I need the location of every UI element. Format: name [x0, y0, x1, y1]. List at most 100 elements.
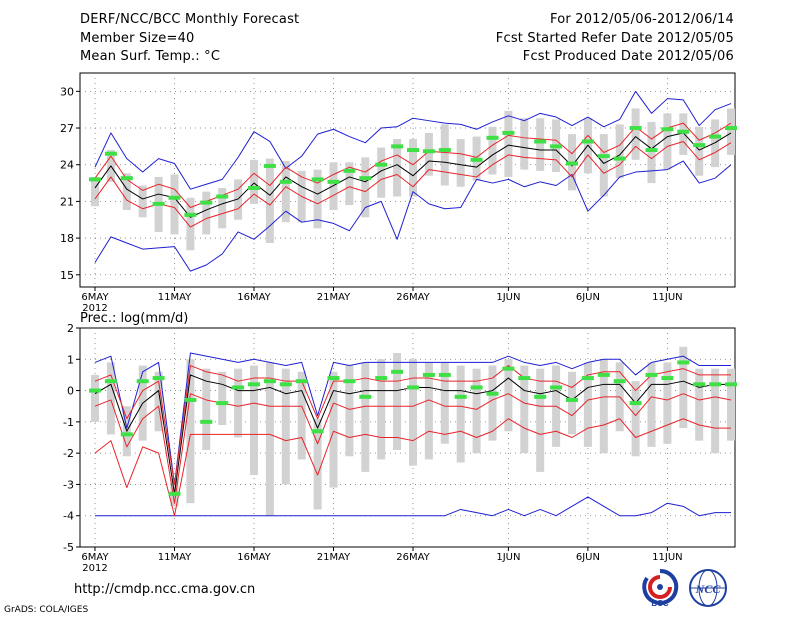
temperature-spread-box: [138, 185, 147, 218]
precipitation-observed-marker: [375, 376, 388, 381]
source-url[interactable]: http://cmdp.ncc.cma.gov.cn: [74, 582, 256, 597]
precipitation-spread-box: [297, 371, 306, 460]
temperature-ytick-label: 30: [60, 85, 74, 98]
temperature-observed-marker: [566, 161, 578, 166]
temperature-spread-box: [679, 113, 688, 155]
temperature-spread-box: [265, 158, 274, 243]
temperature-spread-box: [727, 108, 735, 155]
precipitation-observed-marker: [200, 419, 213, 424]
precipitation-ytick-label: -5: [63, 541, 74, 554]
temperature-frame: [79, 72, 736, 288]
temperature-spread-box: [329, 162, 338, 210]
temperature-spread-box: [409, 139, 417, 197]
svg-text:NCC: NCC: [695, 582, 722, 596]
precipitation-observed-marker: [661, 376, 674, 381]
temperature-observed-marker: [104, 151, 117, 156]
precipitation-spread-box: [679, 346, 688, 429]
precipitation-observed-marker: [216, 401, 229, 406]
temperature-observed-marker: [550, 144, 563, 149]
precipitation-observed-marker: [311, 429, 324, 434]
temperature-xtick-label: 6JUN: [576, 292, 600, 303]
precipitation-min-line: [95, 496, 731, 517]
precipitation-max-line: [94, 352, 731, 485]
temperature-observed-marker: [279, 179, 292, 184]
precipitation-observed-marker: [232, 385, 245, 390]
precipitation-observed-marker: [629, 401, 642, 406]
precipitation-spread-box: [91, 374, 99, 422]
precipitation-observed-marker: [581, 376, 594, 381]
precipitation-spread-box: [345, 365, 354, 457]
precipitation-spread-box: [218, 371, 227, 425]
temperature-spread-box: [615, 124, 624, 179]
precipitation-observed-marker: [104, 379, 117, 384]
precipitation-observed-marker: [518, 376, 531, 381]
temperature-observed-marker: [597, 154, 610, 159]
precipitation-ytick-label: 0: [67, 385, 74, 398]
precipitation-xtick-year: 2012: [82, 563, 107, 574]
precipitation-observed-marker: [422, 372, 435, 377]
precipitation-observed-marker: [343, 379, 356, 384]
precipitation-spread-box: [250, 365, 258, 476]
precipitation-xtick-label: 16MAY: [237, 552, 271, 563]
temperature-observed-marker: [248, 185, 260, 190]
temperature-spread-box: [218, 187, 227, 229]
precipitation-xtick-label: 1JUN: [496, 552, 520, 563]
precipitation-observed-marker: [152, 376, 165, 381]
temperature-spread-box: [599, 134, 608, 197]
precipitation-xtick-label: 11MAY: [158, 552, 192, 563]
precipitation-xtick-label: 21MAY: [317, 552, 351, 563]
precipitation-spread-box: [281, 368, 290, 485]
temperature-observed-marker: [263, 163, 276, 168]
precipitation-xtick-label: 26MAY: [396, 552, 430, 563]
temperature-ytick-label: 15: [60, 269, 74, 282]
precipitation-spread-box: [265, 362, 274, 516]
temperature-observed-marker: [168, 195, 181, 200]
precipitation-observed-marker: [470, 385, 483, 390]
forecast-range: For 2012/05/06-2012/06/14: [550, 12, 734, 27]
temperature-xtick-label: 16MAY: [237, 292, 271, 303]
temperature-ytick-label: 18: [60, 232, 74, 245]
precipitation-spread-box: [313, 418, 322, 510]
precipitation-observed-marker: [263, 379, 276, 384]
member-size: Member Size=40: [80, 31, 195, 46]
temperature-observed-marker: [502, 130, 515, 135]
temperature-observed-marker: [693, 143, 706, 148]
temperature-spread-box: [234, 179, 243, 220]
ncc-logo: NCC: [689, 569, 727, 607]
temperature-spread-box: [313, 169, 322, 229]
temperature-spread-box: [424, 132, 433, 176]
precipitation-observed-marker: [709, 382, 722, 387]
temperature-spread-box: [663, 113, 672, 170]
temperature-observed-marker: [216, 194, 229, 199]
temperature-spread-box: [504, 110, 513, 177]
precipitation-ytick-label: -4: [63, 510, 74, 523]
temperature-observed-marker: [661, 127, 674, 132]
temperature-observed-marker: [470, 157, 483, 162]
precipitation-observed-marker: [391, 369, 404, 374]
precipitation-spread-box: [631, 381, 640, 457]
temperature-observed-marker: [613, 156, 626, 161]
temperature-max-line: [94, 90, 732, 190]
precipitation-spread-box: [154, 371, 163, 432]
temperature-ytick-label: 27: [60, 122, 74, 135]
precipitation-spread-box: [520, 365, 529, 454]
precipitation-spread-box: [583, 362, 592, 447]
precipitation-spread-box: [393, 353, 402, 451]
temperature-spread-box: [202, 191, 211, 235]
temperature-xtick-label: 1JUN: [496, 292, 520, 303]
temperature-observed-marker: [200, 200, 213, 205]
precipitation-xtick-label: 6MAY: [81, 552, 109, 563]
temperature-ytick-label: 24: [60, 159, 74, 172]
precipitation-observed-marker: [645, 372, 658, 377]
precipitation-xtick-label: 11JUN: [652, 552, 682, 563]
precipitation-observed-marker: [359, 394, 372, 399]
precipitation-spread-box: [409, 359, 417, 466]
temperature-spread-box: [695, 126, 704, 176]
precipitation-spread-box: [361, 362, 370, 472]
precipitation-observed-marker: [438, 372, 451, 377]
precipitation-spread-box: [599, 359, 608, 454]
temperature-observed-marker: [152, 201, 165, 206]
variable-label: Mean Surf. Temp.: °C: [80, 49, 221, 64]
temperature-observed-marker: [438, 148, 451, 153]
